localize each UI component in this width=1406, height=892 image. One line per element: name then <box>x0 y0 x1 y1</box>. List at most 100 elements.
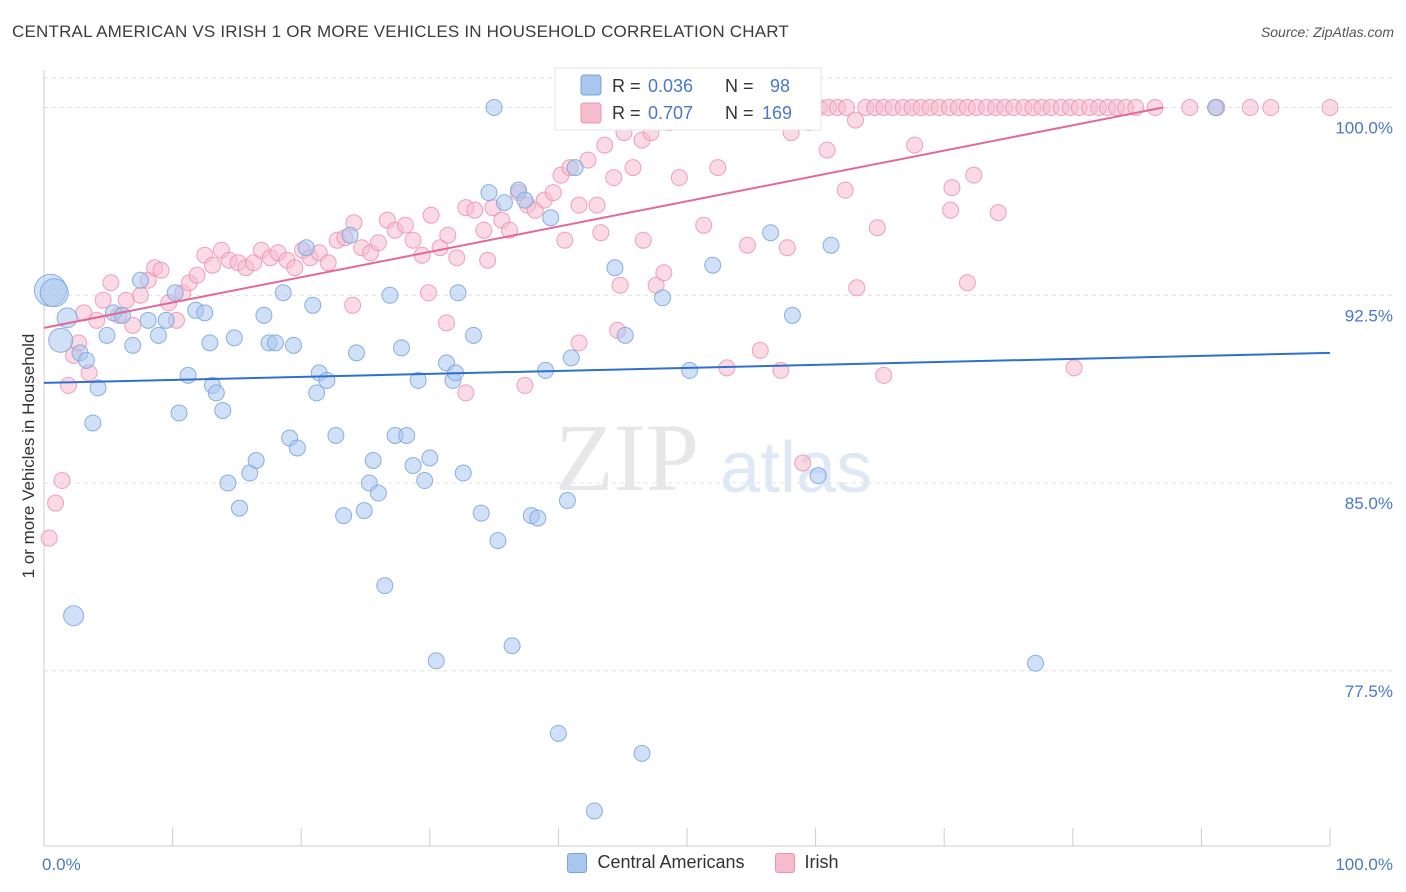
legend-label-irish: Irish <box>804 852 839 872</box>
irish-point <box>396 216 414 234</box>
central-americans-point <box>157 311 175 329</box>
legend-swatch-pink <box>580 102 602 124</box>
irish-point <box>245 254 263 272</box>
irish-point <box>579 151 597 169</box>
irish-point <box>124 316 142 334</box>
central-americans-point <box>113 306 131 324</box>
irish-point <box>1146 99 1164 117</box>
central-americans-point <box>304 296 322 314</box>
legend-item-central-americans[interactable]: Central Americans <box>567 852 745 873</box>
irish-point <box>942 201 960 219</box>
irish-point <box>778 239 796 257</box>
central-americans-point <box>149 326 167 344</box>
irish-point <box>611 276 629 294</box>
y-axis-label: 1 or more Vehicles in Household <box>19 334 38 579</box>
central-americans-point <box>503 637 521 655</box>
irish-point <box>420 284 438 302</box>
irish-point <box>457 384 475 402</box>
irish-point <box>544 184 562 202</box>
irish-point <box>906 136 924 154</box>
y-tick-label: 100.0% <box>1335 119 1393 138</box>
irish-point <box>605 169 623 187</box>
chart-source: Source: ZipAtlas.com <box>1260 24 1394 40</box>
irish-point <box>943 179 961 197</box>
axes <box>43 70 1331 847</box>
chart-title: CENTRAL AMERICAN VS IRISH 1 OR MORE VEHI… <box>12 22 789 41</box>
irish-point <box>965 166 983 184</box>
central-americans-point <box>809 467 827 485</box>
irish-point <box>40 529 58 547</box>
irish-point <box>102 274 120 292</box>
central-americans-point <box>225 329 243 347</box>
central-americans-point <box>131 271 149 289</box>
legend-r-label-2: R = <box>612 103 641 123</box>
y-tick-label: 92.5% <box>1345 306 1393 325</box>
watermark: ZIP atlas <box>555 404 872 511</box>
irish-point <box>556 231 574 249</box>
central-americans-point <box>566 159 584 177</box>
central-americans-point <box>369 484 387 502</box>
irish-point <box>958 274 976 292</box>
central-americans-point <box>606 259 624 277</box>
irish-point <box>695 216 713 234</box>
legend-r-value-2: 0.707 <box>648 103 693 123</box>
central-americans-point <box>355 502 373 520</box>
irish-point <box>152 261 170 279</box>
central-americans-point <box>495 194 513 212</box>
irish-point <box>751 341 769 359</box>
central-americans-point <box>77 351 95 369</box>
central-americans-point <box>449 284 467 302</box>
central-americans-point <box>196 304 214 322</box>
central-americans-point <box>465 326 483 344</box>
central-americans-point <box>364 452 382 470</box>
legend-item-irish[interactable]: Irish <box>774 852 839 873</box>
central-americans-point <box>347 344 365 362</box>
legend-label-central-americans: Central Americans <box>597 852 745 872</box>
irish-point <box>516 376 534 394</box>
central-americans-point <box>393 339 411 357</box>
legend-swatch-central-americans <box>567 852 588 873</box>
irish-point <box>818 141 836 159</box>
irish-point <box>1181 99 1199 117</box>
central-americans-point <box>404 457 422 475</box>
legend-swatch-blue <box>580 74 602 96</box>
irish-point <box>634 231 652 249</box>
irish-point <box>670 169 688 187</box>
irish-point <box>570 196 588 214</box>
irish-point <box>439 226 457 244</box>
central-americans-point <box>255 306 273 324</box>
central-americans-point <box>230 499 248 517</box>
central-americans-point <box>266 334 284 352</box>
central-americans-point <box>454 464 472 482</box>
central-americans-point <box>89 379 107 397</box>
central-americans-point <box>485 99 503 117</box>
irish-point <box>475 221 493 239</box>
central-americans-trend-line <box>43 351 1331 384</box>
central-americans-point <box>427 652 445 670</box>
central-americans-point <box>421 449 439 467</box>
irish-point <box>655 264 673 282</box>
irish-point <box>94 291 112 309</box>
central-americans-point <box>48 327 74 353</box>
legend-r-label-1: R = <box>612 76 641 96</box>
irish-point <box>846 111 864 129</box>
irish-point <box>422 206 440 224</box>
central-americans-point <box>63 605 85 627</box>
irish-point <box>479 251 497 269</box>
irish-point <box>570 334 588 352</box>
y-tick-label: 77.5% <box>1345 682 1393 701</box>
central-americans-point <box>1027 654 1045 672</box>
central-americans-point <box>170 404 188 422</box>
irish-point <box>53 472 71 490</box>
irish-point <box>1065 359 1083 377</box>
irish-point <box>466 201 484 219</box>
central-americans-point <box>616 326 634 344</box>
irish-point <box>88 311 106 329</box>
central-americans-point <box>376 577 394 595</box>
irish-point <box>1241 99 1259 117</box>
central-americans-point <box>288 439 306 457</box>
irish-point <box>404 231 422 249</box>
central-americans-point <box>219 474 237 492</box>
central-americans-point <box>297 239 315 257</box>
central-americans-point <box>381 286 399 304</box>
